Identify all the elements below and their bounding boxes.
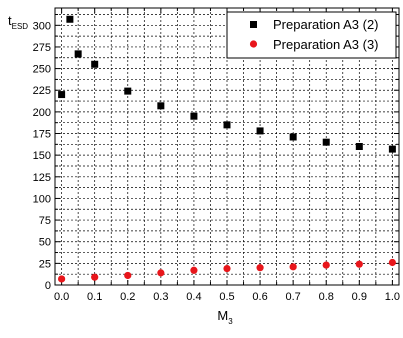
y-tick-label: 25 [39, 258, 51, 270]
y-axis-title-main: t [8, 13, 12, 28]
y-tick-label: 75 [39, 215, 51, 227]
legend: Preparation A3 (2) Preparation A3 (3) [226, 11, 397, 59]
data-points [58, 15, 396, 283]
y-tick-label: 200 [33, 107, 51, 119]
y-tick-label: 150 [33, 150, 51, 162]
legend-marker-preparation-a3-2 [250, 21, 257, 28]
data-point-square [124, 87, 132, 95]
y-tick-label: 125 [33, 172, 51, 184]
data-point-square [74, 50, 82, 58]
plot-frame [54, 7, 400, 286]
data-point-square [157, 102, 165, 110]
data-point-circle [190, 266, 198, 274]
y-tick-label: 0 [45, 280, 51, 292]
data-point-square [388, 145, 396, 153]
y-axis-title: tESD [8, 13, 28, 31]
y-tick-label: 100 [33, 193, 51, 205]
data-point-circle [91, 273, 99, 281]
data-point-circle [157, 269, 165, 277]
y-tick-label: 275 [33, 42, 51, 54]
data-point-square [66, 15, 74, 23]
data-point-circle [289, 263, 297, 271]
y-tick-label: 225 [33, 85, 51, 97]
data-point-square [58, 91, 66, 99]
x-tick-label: 0.8 [319, 291, 334, 303]
x-axis-title: M3 [217, 308, 233, 326]
data-point-square [289, 133, 297, 141]
x-tick-label: 0.4 [186, 291, 201, 303]
x-tick-label: 1.0 [385, 291, 400, 303]
data-point-circle [58, 275, 66, 283]
data-point-circle [223, 264, 231, 273]
data-point-square [256, 127, 264, 135]
y-tick-label: 300 [33, 20, 51, 32]
data-point-circle [124, 271, 132, 280]
y-tick-label: 50 [39, 237, 51, 249]
x-tick-label: 0.1 [87, 291, 102, 303]
x-tick-label: 0.3 [153, 291, 168, 303]
data-point-circle [388, 258, 396, 267]
legend-box [226, 11, 397, 59]
data-point-square [190, 112, 198, 120]
x-tick-label: 0.0 [54, 291, 69, 303]
legend-label-preparation-a3-2: Preparation A3 (2) [273, 17, 379, 32]
y-axis-title-sub: ESD [12, 22, 29, 31]
data-point-square [223, 121, 231, 129]
x-tick-label: 0.6 [252, 291, 267, 303]
y-tick-label: 250 [33, 64, 51, 76]
x-axis-title-main: M [217, 308, 228, 323]
x-axis-title-sub: 3 [228, 317, 233, 326]
data-point-square [355, 143, 363, 150]
legend-label-preparation-a3-3: Preparation A3 (3) [273, 37, 379, 52]
x-tick-label: 0.7 [286, 291, 301, 303]
y-tick-label: 175 [33, 129, 51, 141]
x-tick-label: 0.2 [120, 291, 135, 303]
x-tick-label: 0.9 [352, 291, 367, 303]
legend-marker-preparation-a3-3 [249, 40, 258, 48]
x-tick-label: 0.5 [219, 291, 234, 303]
data-point-square [322, 138, 330, 146]
data-point-circle [355, 260, 363, 268]
data-point-circle [256, 264, 264, 272]
tick-labels: 0.0 0.1 0.2 0.3 0.4 0.5 0.6 0.7 0.8 0.9 1.0 0 25 50 75… [33, 20, 400, 303]
data-point-circle [322, 261, 330, 269]
data-point-square [91, 60, 99, 68]
